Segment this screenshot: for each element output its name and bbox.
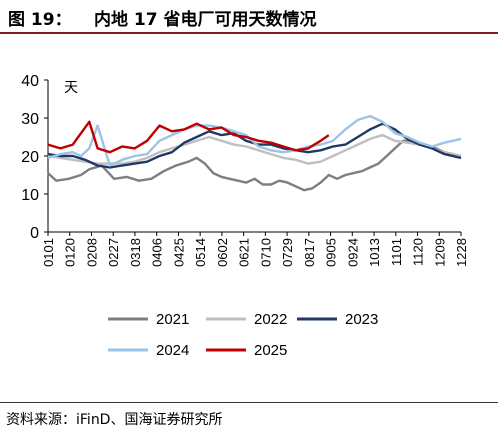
x-tick-label: 0514 [193, 238, 208, 267]
x-tick-label: 1013 [367, 238, 382, 267]
footer-rule [0, 402, 498, 403]
legend-label-2021: 2021 [156, 311, 189, 328]
x-tick-label: 0406 [150, 238, 165, 267]
x-tick-label: 0425 [171, 238, 186, 267]
y-tick-label: 0 [30, 225, 39, 242]
x-tick-label: 0621 [237, 238, 252, 267]
y-tick-label: 20 [21, 149, 39, 166]
y-tick-label: 10 [21, 187, 39, 204]
x-tick-label: 1209 [432, 238, 447, 267]
series-line-2021 [47, 139, 462, 192]
legend-label-2022: 2022 [254, 311, 287, 328]
y-tick-label: 40 [21, 73, 39, 90]
header-rule [0, 32, 498, 34]
legend-label-2023: 2023 [345, 311, 378, 328]
series-line-2025 [47, 120, 330, 154]
x-tick-label: 1101 [389, 238, 404, 266]
source-note: 资料来源：iFinD、国海证券研究所 [6, 412, 223, 428]
x-tick-label: 0710 [258, 238, 273, 267]
x-tick-label: 0905 [324, 238, 339, 267]
series-line-2024 [47, 114, 462, 167]
figure-title: 内地 17 省电厂可用天数情况 [94, 10, 317, 30]
legend-label-2024: 2024 [156, 342, 189, 359]
x-tick-label: 0817 [302, 238, 317, 267]
line-chart: 0 10 20 30 40 天 0101 0120 0208 0227 0318 0406 0425 05… [21, 73, 469, 359]
x-tick-label: 0101 [41, 238, 56, 267]
y-axis-unit: 天 [64, 80, 78, 96]
x-tick-label: 0729 [280, 238, 295, 267]
x-tick-label: 0924 [345, 238, 360, 267]
chart-axes: 0 10 20 30 40 天 0101 0120 0208 0227 0318 0406 0425 05… [21, 73, 469, 267]
figure-header: 图 19： 内地 17 省电厂可用天数情况 [0, 0, 498, 34]
x-tick-label: 1228 [454, 238, 469, 267]
chart-legend: 2021 2022 2023 2024 2025 [108, 311, 378, 359]
figure-label: 图 19： [8, 10, 72, 30]
x-tick-label: 0602 [215, 238, 230, 267]
x-tick-label: 0120 [63, 238, 78, 267]
y-tick-label: 30 [21, 111, 39, 128]
chart-series [47, 114, 462, 192]
legend-label-2025: 2025 [254, 342, 287, 359]
x-tick-label: 0227 [106, 238, 121, 267]
x-tick-label: 0318 [128, 238, 143, 267]
x-tick-label: 1120 [411, 238, 426, 266]
x-tick-label: 0208 [84, 238, 99, 267]
